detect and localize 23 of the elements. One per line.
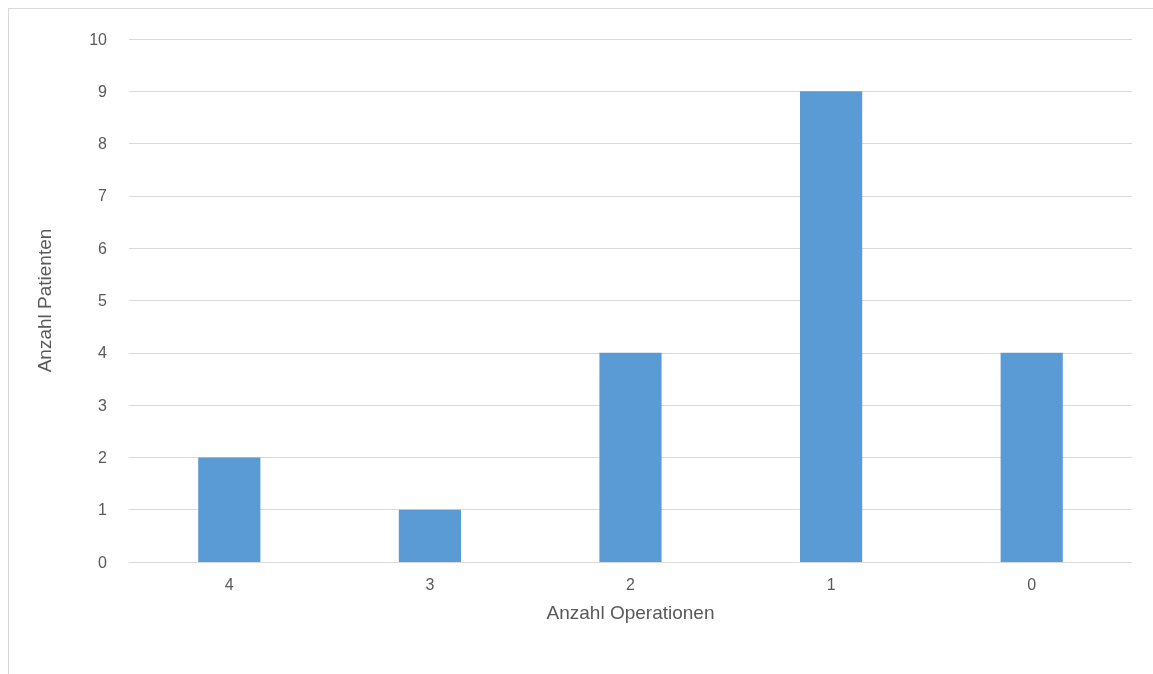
y-tick-label: 8	[98, 135, 108, 153]
y-tick-label: 4	[98, 344, 108, 362]
x-tick-label: 3	[425, 575, 435, 593]
y-tick-label: 5	[98, 292, 108, 309]
bar	[599, 352, 662, 562]
x-tick-label: 0	[1027, 575, 1037, 593]
bar	[398, 509, 461, 562]
bar	[800, 91, 863, 562]
y-tick-label: 9	[98, 82, 108, 100]
y-tick-label: 7	[98, 187, 108, 205]
x-tick-label: 4	[224, 575, 234, 593]
y-tick-label: 6	[98, 239, 108, 257]
y-axis-title: Anzahl Patienten	[34, 228, 55, 373]
x-tick-label: 1	[826, 575, 836, 593]
bar	[1000, 352, 1063, 562]
y-tick-label: 2	[98, 448, 108, 466]
y-tick-label: 1	[98, 501, 108, 519]
x-tick-label: 2	[626, 575, 636, 593]
x-axis-title: Anzahl Operationen	[546, 602, 715, 623]
y-tick-label: 0	[98, 553, 108, 571]
y-tick-label: 10	[89, 30, 108, 48]
y-tick-label: 3	[98, 396, 108, 414]
bar	[198, 457, 261, 562]
